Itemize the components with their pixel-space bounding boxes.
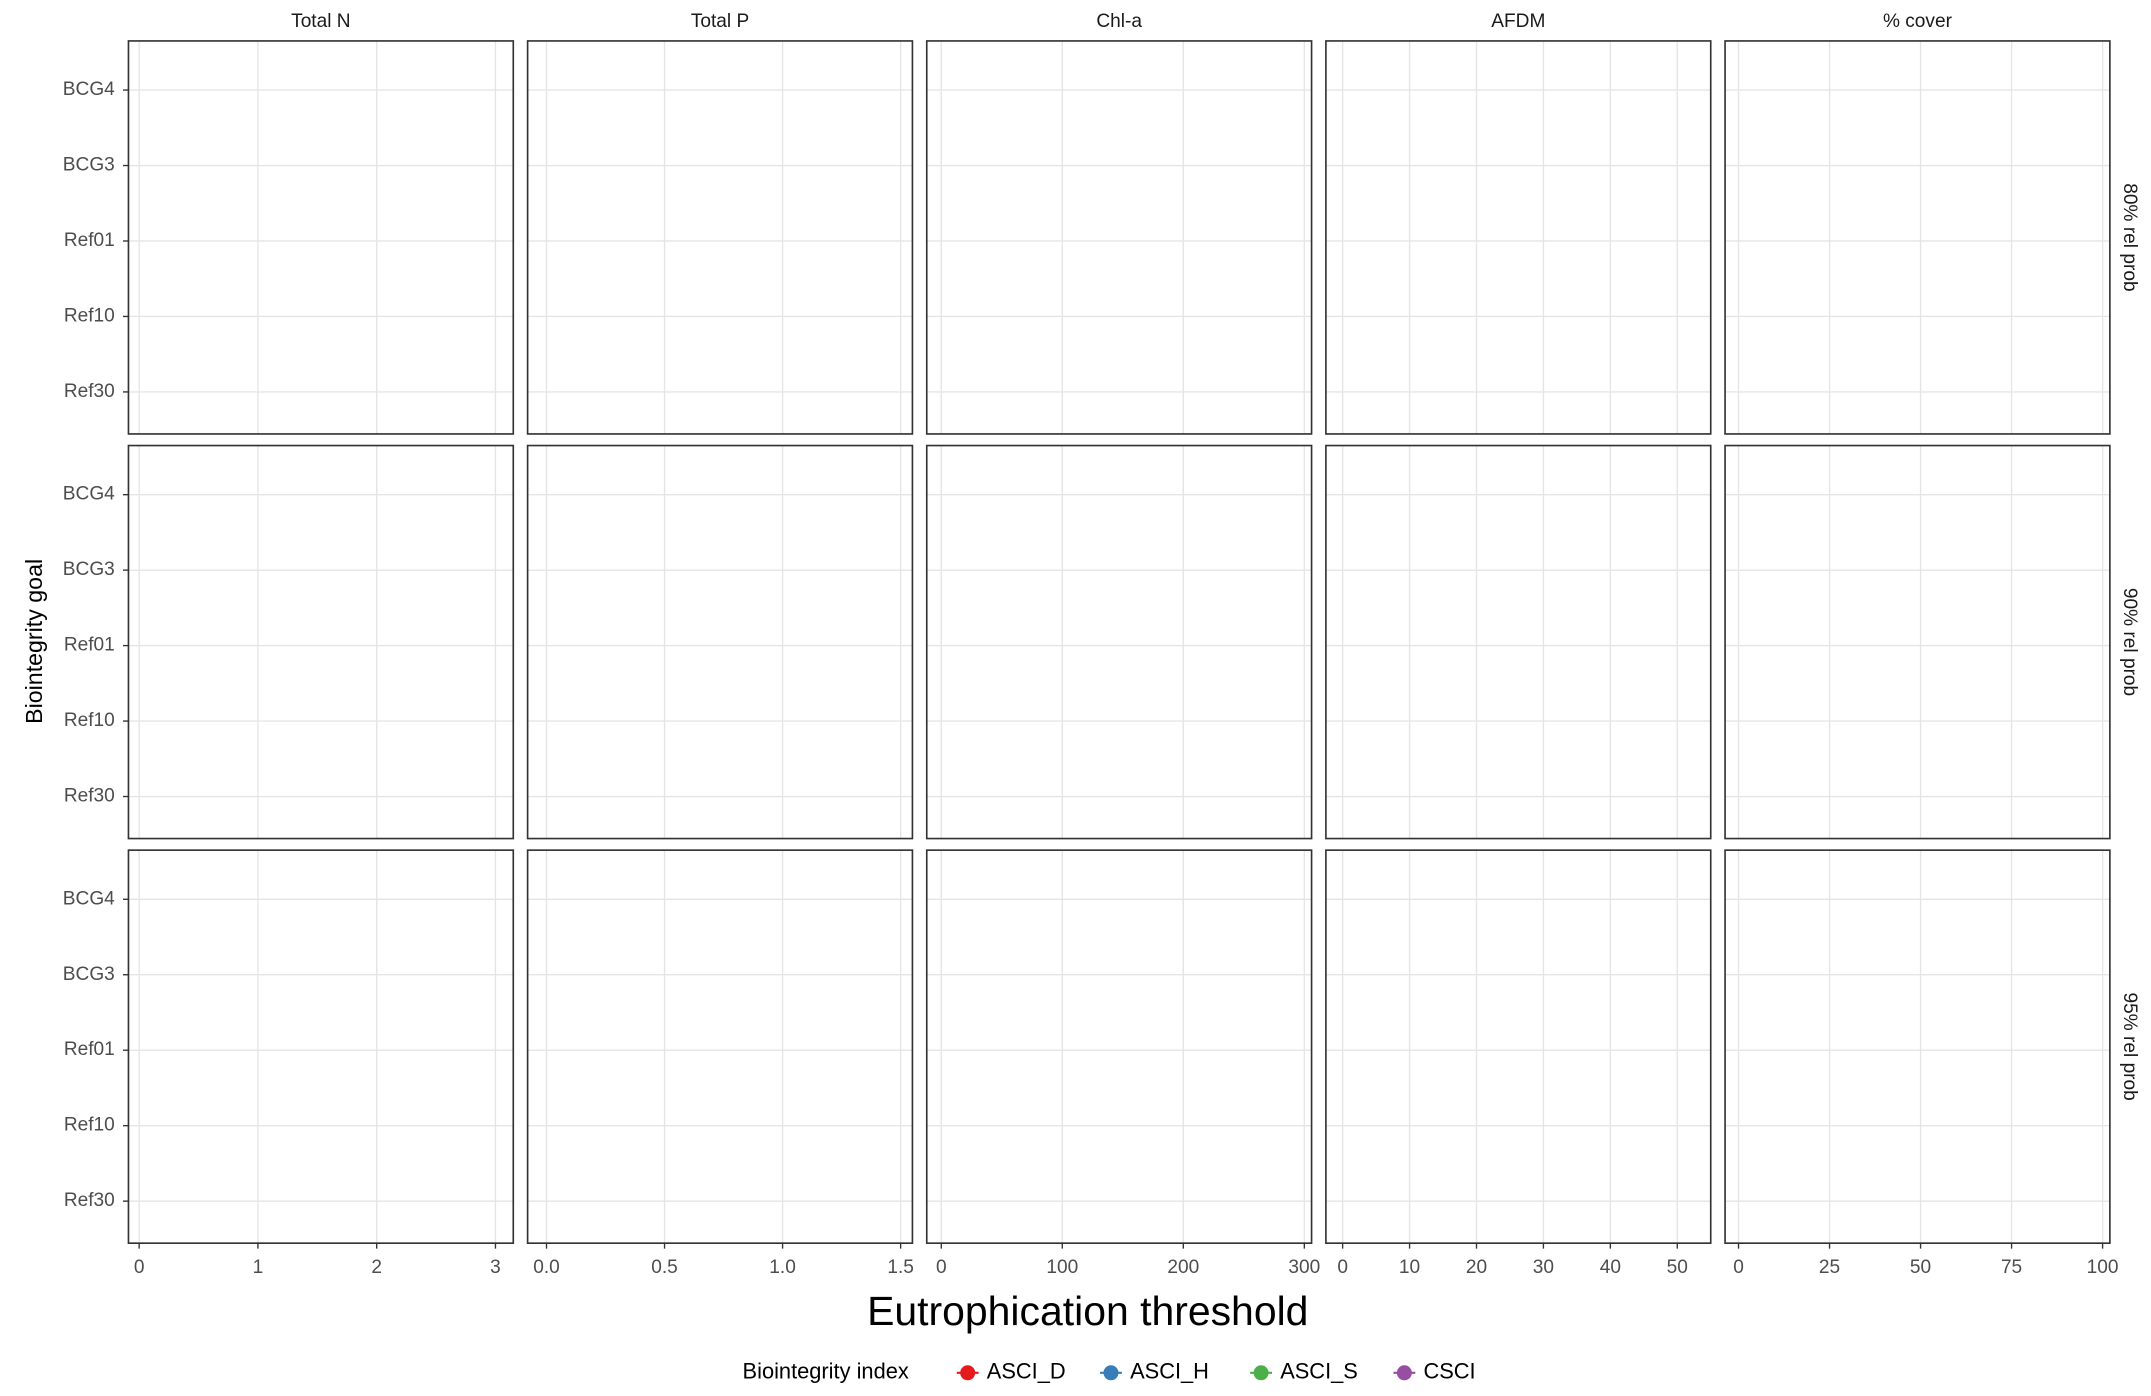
y-tick-label: BCG3 (63, 964, 115, 985)
panel-border (925, 40, 1313, 435)
panel-background (926, 445, 1312, 839)
panel-background (1325, 40, 1711, 434)
x-tick-label: 40 (1600, 1257, 1621, 1278)
x-tick-label: 30 (1533, 1257, 1554, 1278)
panel-background (1725, 40, 2110, 434)
panel-background (1325, 445, 1711, 839)
row-strip-label: 95% rel prob (2119, 993, 2140, 1101)
panel-background (128, 850, 514, 1244)
panel-border (526, 40, 914, 435)
panel-border (526, 849, 914, 1244)
legend-label: ASCI_S (1280, 1359, 1358, 1384)
x-tick-label: 1.0 (769, 1257, 796, 1278)
row-strip-label: 80% rel prob (2119, 183, 2140, 291)
column-strip-label: Chl-a (1096, 11, 1142, 32)
x-tick-label: 0 (134, 1257, 145, 1278)
x-tick-label: 20 (1466, 1257, 1487, 1278)
legend-title: Biointegrity index (743, 1359, 909, 1384)
panel-border (925, 444, 1313, 840)
panel-background (926, 40, 1312, 434)
x-tick-label: 2 (371, 1257, 382, 1278)
x-tick-label: 1 (253, 1257, 264, 1278)
legend-label: ASCI_D (987, 1359, 1066, 1384)
column-strip-label: AFDM (1491, 11, 1545, 32)
column-strip-label: Total P (691, 11, 749, 32)
x-tick-label: 50 (1910, 1257, 1931, 1278)
panel-border (1325, 849, 1712, 1244)
panel-background (1325, 850, 1711, 1244)
x-tick-label: 75 (2001, 1257, 2022, 1278)
x-tick-label: 10 (1399, 1257, 1420, 1278)
x-tick-label: 0 (1733, 1257, 1744, 1278)
x-tick-label: 0 (1337, 1257, 1348, 1278)
panel-background (527, 850, 913, 1244)
y-tick-label: BCG4 (63, 484, 115, 505)
y-tick-label: Ref30 (64, 786, 115, 807)
x-tick-label: 0 (936, 1257, 947, 1278)
x-tick-label: 0.0 (533, 1257, 560, 1278)
y-tick-label: Ref30 (64, 1190, 115, 1211)
x-tick-label: 0.5 (651, 1257, 678, 1278)
row-strip-label: 90% rel prob (2119, 588, 2140, 696)
x-tick-label: 1.5 (887, 1257, 914, 1278)
x-tick-label: 100 (2087, 1257, 2119, 1278)
panel-background (527, 40, 913, 434)
panel-background (926, 850, 1312, 1244)
panel-border (1724, 444, 2111, 840)
column-strip-label: % cover (1883, 11, 1953, 32)
y-tick-label: Ref01 (64, 230, 115, 251)
x-axis-title: Eutrophication threshold (867, 1288, 1308, 1334)
panel-border (526, 444, 914, 840)
panel-border (1724, 40, 2111, 435)
y-tick-label: BCG4 (63, 79, 115, 100)
y-tick-label: Ref10 (64, 710, 115, 731)
column-strip-label: Total N (291, 11, 350, 32)
panel-border (1325, 40, 1712, 435)
panel-background (1725, 850, 2110, 1244)
panel-border (1325, 444, 1712, 840)
panel-background (1725, 445, 2110, 839)
y-tick-label: BCG3 (63, 155, 115, 176)
y-tick-label: Ref01 (64, 1039, 115, 1060)
y-tick-label: BCG3 (63, 559, 115, 580)
x-tick-label: 25 (1819, 1257, 1840, 1278)
panel-background (527, 445, 913, 839)
x-tick-label: 100 (1046, 1257, 1078, 1278)
panel-border (127, 444, 515, 840)
y-tick-label: Ref30 (64, 381, 115, 402)
panel-border (127, 40, 515, 435)
panel-border (925, 849, 1313, 1244)
panel-border (1724, 849, 2111, 1244)
y-tick-label: Ref01 (64, 635, 115, 656)
panel-background (128, 445, 514, 839)
panel-background (128, 40, 514, 434)
legend-label: CSCI (1423, 1359, 1475, 1384)
y-axis-title: Biointegrity goal (21, 559, 47, 724)
panel-border (127, 849, 515, 1244)
y-tick-label: Ref10 (64, 306, 115, 327)
y-tick-label: Ref10 (64, 1115, 115, 1136)
x-tick-label: 3 (490, 1257, 501, 1278)
y-tick-label: BCG4 (63, 888, 115, 909)
legend-label: ASCI_H (1130, 1359, 1209, 1384)
x-tick-label: 200 (1167, 1257, 1199, 1278)
x-tick-label: 300 (1288, 1257, 1320, 1278)
x-tick-label: 50 (1667, 1257, 1688, 1278)
